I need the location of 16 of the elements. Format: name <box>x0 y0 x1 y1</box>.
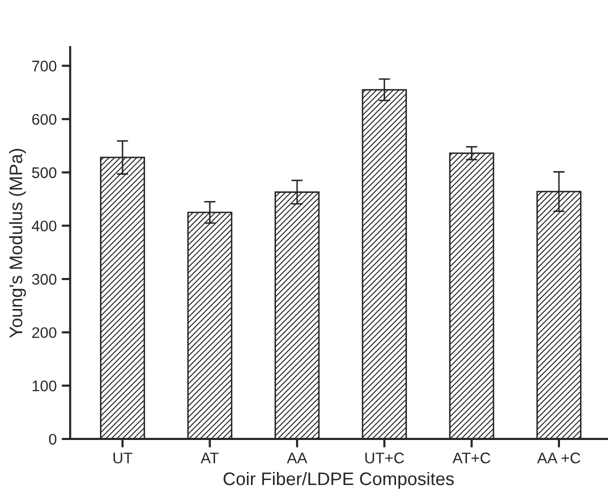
x-tick-label: AT <box>200 452 219 464</box>
x-tick-label: UT+C <box>365 452 404 464</box>
y-tick-label: 200 <box>32 327 56 338</box>
x-tick-label: AA +C <box>537 452 580 464</box>
x-tick-label: UT <box>114 452 132 464</box>
y-tick-label: 400 <box>32 220 56 232</box>
y-tick-label: 300 <box>32 274 56 285</box>
y-tick-label: 500 <box>32 167 56 178</box>
y-tick-label: 700 <box>32 60 56 72</box>
y-axis-title: Young's Modulus (MPa) <box>9 148 26 338</box>
x-tick-label: AT+C <box>452 452 490 464</box>
y-tick-label: 0 <box>49 434 56 445</box>
y-tick-label: 600 <box>32 114 56 125</box>
y-tick-label: 100 <box>32 380 56 392</box>
x-axis-title: Coir Fiber/LDPE Composites <box>224 472 454 489</box>
x-tick-label: AA <box>286 452 308 464</box>
